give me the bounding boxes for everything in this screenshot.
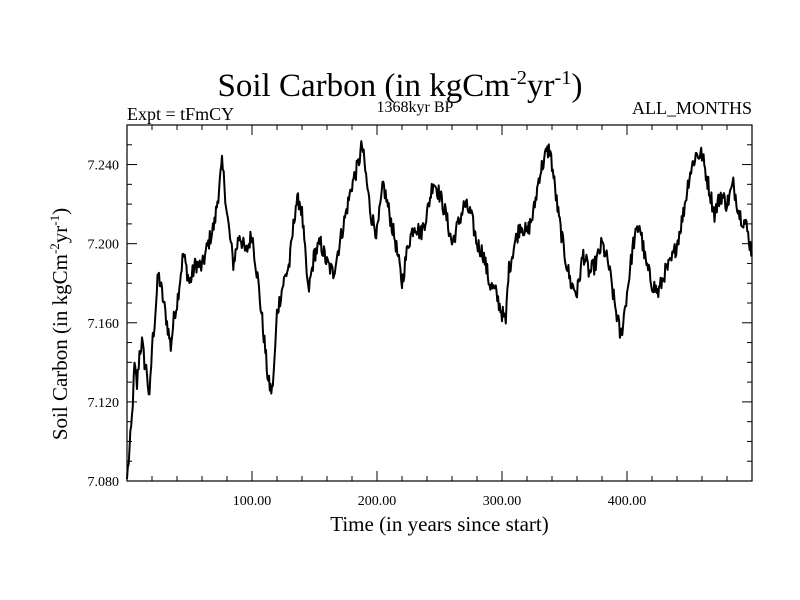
y-axis-label: Soil Carbon (in kgCm-2yr-1) — [47, 208, 73, 440]
ylabel-main: Soil Carbon (in kgCm — [48, 254, 72, 440]
tick-labels: 100.00 200.00 300.00 400.00 7.080 7.120 7.160 7… — [88, 159, 647, 509]
x-tick-label: 300.00 — [483, 494, 522, 509]
x-tick-label: 200.00 — [358, 494, 397, 509]
ylabel-mid: yr — [48, 226, 72, 244]
line-chart: 100.00 200.00 300.00 400.00 7.080 7.120 7.160 7… — [0, 0, 800, 600]
ylabel-end: ) — [48, 208, 72, 215]
series-line-soil-carbon — [127, 141, 752, 479]
x-tick-label: 400.00 — [608, 494, 647, 509]
y-tick-label: 7.200 — [88, 238, 120, 253]
y-tick-label: 7.080 — [88, 475, 120, 490]
x-axis-label: Time (in years since start) — [127, 512, 752, 537]
ylabel-exponent-1: -2 — [47, 243, 62, 254]
y-tick-label: 7.240 — [88, 159, 120, 174]
ylabel-exponent-2: -1 — [47, 215, 62, 226]
x-tick-label: 100.00 — [233, 494, 272, 509]
y-tick-label: 7.120 — [88, 396, 120, 411]
y-tick-label: 7.160 — [88, 317, 120, 332]
